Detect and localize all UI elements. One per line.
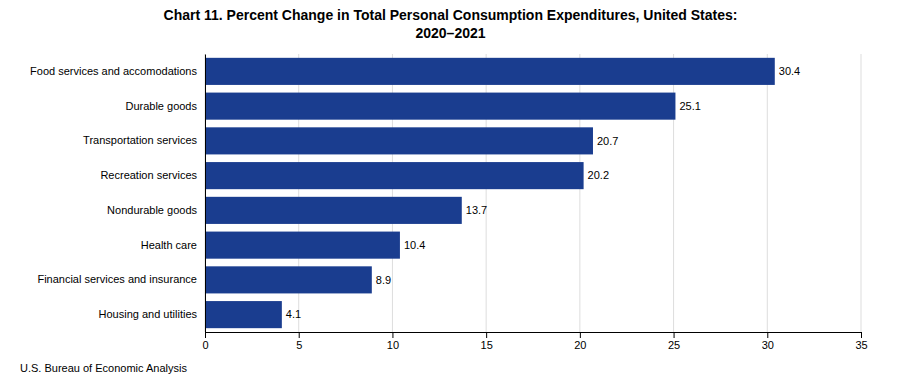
data-label: 13.7 <box>466 204 487 216</box>
x-tick-mark <box>299 332 300 338</box>
x-tick-mark <box>674 332 675 338</box>
x-tick-label: 25 <box>668 339 680 351</box>
y-tick: Recreation services <box>100 169 197 181</box>
y-axis-line <box>205 55 206 333</box>
bar <box>205 301 282 328</box>
data-label: 30.4 <box>779 65 800 77</box>
y-tick-label: Recreation services <box>100 169 197 181</box>
y-axis: Food services and accomodations Durable g… <box>30 55 205 333</box>
grid-line <box>767 54 768 332</box>
y-tick: Nondurable goods <box>107 204 197 216</box>
x-tick-mark <box>392 332 393 338</box>
data-label: 4.1 <box>286 308 301 320</box>
data-label: 10.4 <box>404 239 425 251</box>
plot: 30.4 25.1 20.7 20.2 13.7 10.4 8.9 4.1 0 5 10 15 20 25… <box>30 54 868 351</box>
x-tick-label: 35 <box>855 339 867 351</box>
x-tick: 5 <box>296 332 302 351</box>
bar <box>205 197 462 224</box>
x-tick-mark <box>486 332 487 338</box>
y-tick: Housing and utilities <box>99 308 198 320</box>
x-tick-mark <box>580 332 581 338</box>
x-tick-label: 20 <box>574 339 586 351</box>
data-label: 8.9 <box>376 274 391 286</box>
bar <box>205 93 675 120</box>
data-label: 25.1 <box>679 100 700 112</box>
data-label: 20.2 <box>588 169 609 181</box>
x-tick: 35 <box>855 332 867 351</box>
data-labels: 30.4 25.1 20.7 20.2 13.7 10.4 8.9 4.1 <box>286 65 800 320</box>
grid-line <box>861 54 862 332</box>
data-label: 20.7 <box>597 135 618 147</box>
y-tick-label: Nondurable goods <box>107 204 197 216</box>
x-tick-label: 5 <box>296 339 302 351</box>
subtitle: 2020–2021 <box>415 25 485 41</box>
y-tick-label: Housing and utilities <box>99 308 198 320</box>
y-tick: Financial services and insurance <box>37 273 197 285</box>
x-tick: 30 <box>762 332 774 351</box>
bar <box>205 232 400 259</box>
y-tick: Durable goods <box>125 100 197 112</box>
bar <box>205 162 584 189</box>
x-tick-label: 0 <box>202 339 208 351</box>
y-tick: Transportation services <box>83 134 197 146</box>
chart: Chart 11. Percent Change in Total Person… <box>0 0 901 378</box>
y-tick-label: Financial services and insurance <box>37 273 197 285</box>
x-tick-mark <box>861 332 862 338</box>
y-tick: Health care <box>141 239 197 251</box>
bar <box>205 58 775 85</box>
bar <box>205 127 593 154</box>
bar <box>205 266 372 293</box>
x-tick: 15 <box>481 332 493 351</box>
grid-line <box>205 54 206 332</box>
y-tick-label: Durable goods <box>125 100 197 112</box>
x-tick-label: 10 <box>387 339 399 351</box>
footnote: U.S. Bureau of Economic Analysis <box>20 362 187 374</box>
x-axis: 0 5 10 15 20 25 30 35 <box>202 332 867 351</box>
y-tick-label: Health care <box>141 239 197 251</box>
x-axis-line <box>206 333 862 339</box>
title: Chart 11. Percent Change in Total Person… <box>164 7 738 23</box>
x-tick-mark <box>767 332 768 338</box>
grid <box>205 54 861 332</box>
x-tick: 20 <box>574 332 586 351</box>
x-tick-label: 15 <box>481 339 493 351</box>
y-tick-label: Transportation services <box>83 134 197 146</box>
y-tick-label: Food services and accomodations <box>30 65 197 77</box>
x-tick-mark <box>205 332 206 338</box>
x-tick-label: 30 <box>762 339 774 351</box>
x-tick: 25 <box>668 332 680 351</box>
bars <box>205 58 775 328</box>
x-tick: 0 <box>202 332 208 351</box>
y-tick: Food services and accomodations <box>30 65 197 77</box>
x-tick: 10 <box>387 332 399 351</box>
